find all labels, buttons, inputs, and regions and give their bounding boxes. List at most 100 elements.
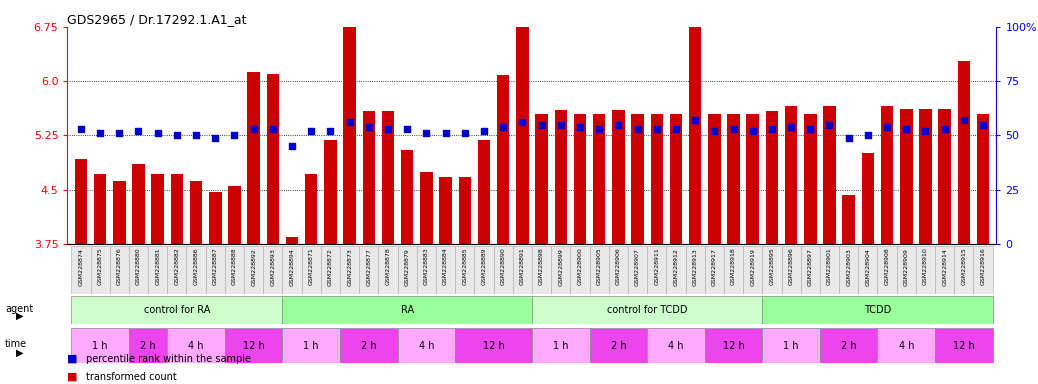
Bar	[75, 159, 87, 244]
Point	[687, 117, 704, 123]
Bar	[877, 328, 935, 363]
Text: GSM228871: GSM228871	[308, 248, 313, 285]
Bar	[398, 328, 456, 363]
Point	[342, 119, 358, 126]
Bar	[148, 246, 167, 294]
Text: 1 h: 1 h	[92, 341, 108, 351]
Bar	[190, 181, 202, 244]
Point	[514, 119, 530, 126]
Text: 12 h: 12 h	[483, 341, 504, 351]
Bar	[401, 150, 413, 244]
Bar	[379, 246, 398, 294]
Bar	[228, 186, 241, 244]
Text: GSM228906: GSM228906	[616, 248, 621, 285]
Bar	[881, 106, 894, 244]
Point	[841, 134, 857, 141]
Point	[936, 126, 953, 132]
Bar	[785, 106, 797, 244]
Bar	[302, 246, 321, 294]
Text: GSM228914: GSM228914	[943, 248, 947, 286]
Text: GSM228896: GSM228896	[789, 248, 794, 285]
Bar	[766, 111, 778, 244]
Point	[956, 117, 973, 123]
Text: GSM228888: GSM228888	[231, 248, 237, 285]
Text: percentile rank within the sample: percentile rank within the sample	[86, 354, 251, 364]
Bar	[958, 61, 971, 244]
Bar	[839, 246, 858, 294]
Text: GSM228894: GSM228894	[290, 248, 295, 286]
Bar	[820, 246, 839, 294]
Bar	[651, 114, 663, 244]
Bar	[110, 246, 129, 294]
Point	[821, 121, 838, 127]
Text: 2 h: 2 h	[361, 341, 377, 351]
Point	[418, 130, 435, 136]
Point	[207, 134, 223, 141]
Text: transformed count: transformed count	[86, 372, 176, 382]
Bar	[531, 328, 590, 363]
Text: GSM228895: GSM228895	[769, 248, 774, 285]
Text: 2 h: 2 h	[140, 341, 156, 351]
Text: RA: RA	[401, 305, 414, 315]
Bar	[113, 181, 126, 244]
Point	[265, 126, 281, 132]
Bar	[477, 141, 490, 244]
Text: GSM228887: GSM228887	[213, 248, 218, 285]
Bar	[920, 109, 932, 244]
Text: control for RA: control for RA	[143, 305, 210, 315]
Text: 1 h: 1 h	[553, 341, 569, 351]
Text: ■: ■	[67, 354, 78, 364]
Text: 4 h: 4 h	[418, 341, 434, 351]
Bar	[244, 246, 264, 294]
Bar	[723, 246, 743, 294]
Bar	[417, 246, 436, 294]
Text: GSM228878: GSM228878	[385, 248, 390, 285]
Bar	[129, 328, 167, 363]
Text: GSM228885: GSM228885	[462, 248, 467, 285]
Point	[649, 126, 665, 132]
Bar	[321, 246, 340, 294]
Bar	[167, 328, 225, 363]
Text: 1 h: 1 h	[303, 341, 319, 351]
Point	[552, 121, 569, 127]
Bar	[282, 246, 302, 294]
Bar	[782, 246, 800, 294]
Text: GSM228900: GSM228900	[577, 248, 582, 285]
Text: GSM228891: GSM228891	[520, 248, 525, 285]
Bar	[705, 328, 762, 363]
Text: GSM228911: GSM228911	[654, 248, 659, 285]
Text: 1 h: 1 h	[784, 341, 799, 351]
Bar	[513, 246, 532, 294]
Point	[73, 126, 89, 132]
Point	[802, 126, 819, 132]
Bar	[746, 114, 759, 244]
Bar	[264, 246, 282, 294]
Text: GSM228884: GSM228884	[443, 248, 448, 285]
Bar	[590, 246, 608, 294]
Point	[245, 126, 262, 132]
Text: GSM228898: GSM228898	[539, 248, 544, 285]
Text: GSM228909: GSM228909	[904, 248, 908, 286]
Bar	[554, 110, 567, 244]
Text: GSM228890: GSM228890	[500, 248, 506, 285]
Point	[764, 126, 781, 132]
Bar	[897, 246, 916, 294]
Text: GSM228910: GSM228910	[923, 248, 928, 285]
Bar	[551, 246, 570, 294]
Point	[226, 132, 243, 139]
Text: ▶: ▶	[16, 348, 23, 358]
Text: GSM228873: GSM228873	[347, 248, 352, 286]
Point	[918, 128, 934, 134]
Bar	[267, 74, 279, 244]
Bar	[359, 246, 379, 294]
Bar	[225, 328, 282, 363]
Bar	[590, 328, 647, 363]
Text: GSM228912: GSM228912	[674, 248, 679, 286]
Point	[322, 128, 338, 134]
Bar	[152, 174, 164, 244]
Text: GDS2965 / Dr.17292.1.A1_at: GDS2965 / Dr.17292.1.A1_at	[67, 13, 247, 26]
Point	[475, 128, 492, 134]
Text: GSM228879: GSM228879	[405, 248, 410, 286]
Bar	[72, 328, 129, 363]
Bar	[247, 73, 260, 244]
